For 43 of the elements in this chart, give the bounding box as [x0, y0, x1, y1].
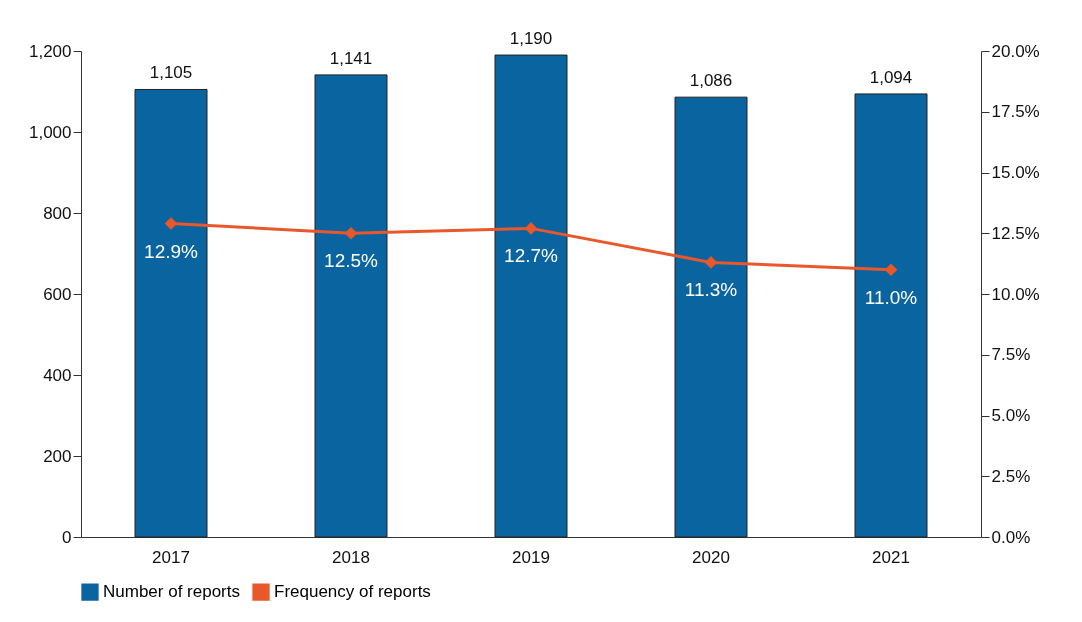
bar [494, 54, 568, 538]
y-tick-label: 400 [43, 365, 72, 385]
data-label: 11.0% [864, 286, 918, 308]
legend-label: Frequency of reports [274, 582, 431, 602]
point [884, 263, 898, 277]
bar [854, 93, 928, 538]
y-tick-label: 0 [62, 527, 72, 547]
y-tick-label: 200 [43, 446, 72, 466]
x-tick-label: 2020 [692, 547, 730, 567]
y-tick-label: 1,000 [28, 122, 72, 142]
data-label: 11.3% [684, 279, 738, 301]
data-label: 12.9% [144, 240, 199, 262]
point [524, 222, 538, 235]
bar [674, 96, 748, 538]
x-tick-label: 2021 [872, 547, 910, 567]
x-tick-label: 2019 [512, 547, 550, 567]
point [704, 256, 718, 269]
y2-tick-label: 17.5% [991, 102, 1040, 122]
y2-tick-label: 12.5% [991, 223, 1040, 243]
y2-tick-label: 2.5% [991, 466, 1031, 486]
y-tick-label: 1,200 [28, 41, 72, 61]
y2-tick-label: 7.5% [991, 345, 1031, 365]
data-label: 1,105 [149, 63, 193, 83]
x-tick-label: 2017 [152, 547, 190, 567]
data-label: 12.5% [324, 250, 379, 272]
y-tick-label: 600 [43, 284, 72, 304]
data-label: 12.7% [504, 245, 559, 267]
y2-tick-label: 5.0% [991, 406, 1031, 425]
y2-tick-label: 20.0% [991, 41, 1040, 61]
data-label: 1,094 [869, 67, 913, 87]
y-tick-label: 800 [43, 203, 72, 223]
data-label: 1,190 [509, 29, 553, 49]
y2-tick-label: 15.0% [991, 163, 1040, 182]
bar [314, 74, 388, 538]
y2-tick-label: 0.0% [991, 527, 1031, 547]
point [164, 217, 178, 230]
data-label: 1,086 [689, 71, 733, 91]
data-label: 1,141 [329, 48, 373, 68]
y2-tick-label: 10.0% [991, 284, 1040, 304]
bar [134, 88, 208, 538]
point [344, 226, 358, 240]
legend-label: Number of reports [103, 582, 240, 602]
x-tick-label: 2018 [332, 547, 370, 567]
